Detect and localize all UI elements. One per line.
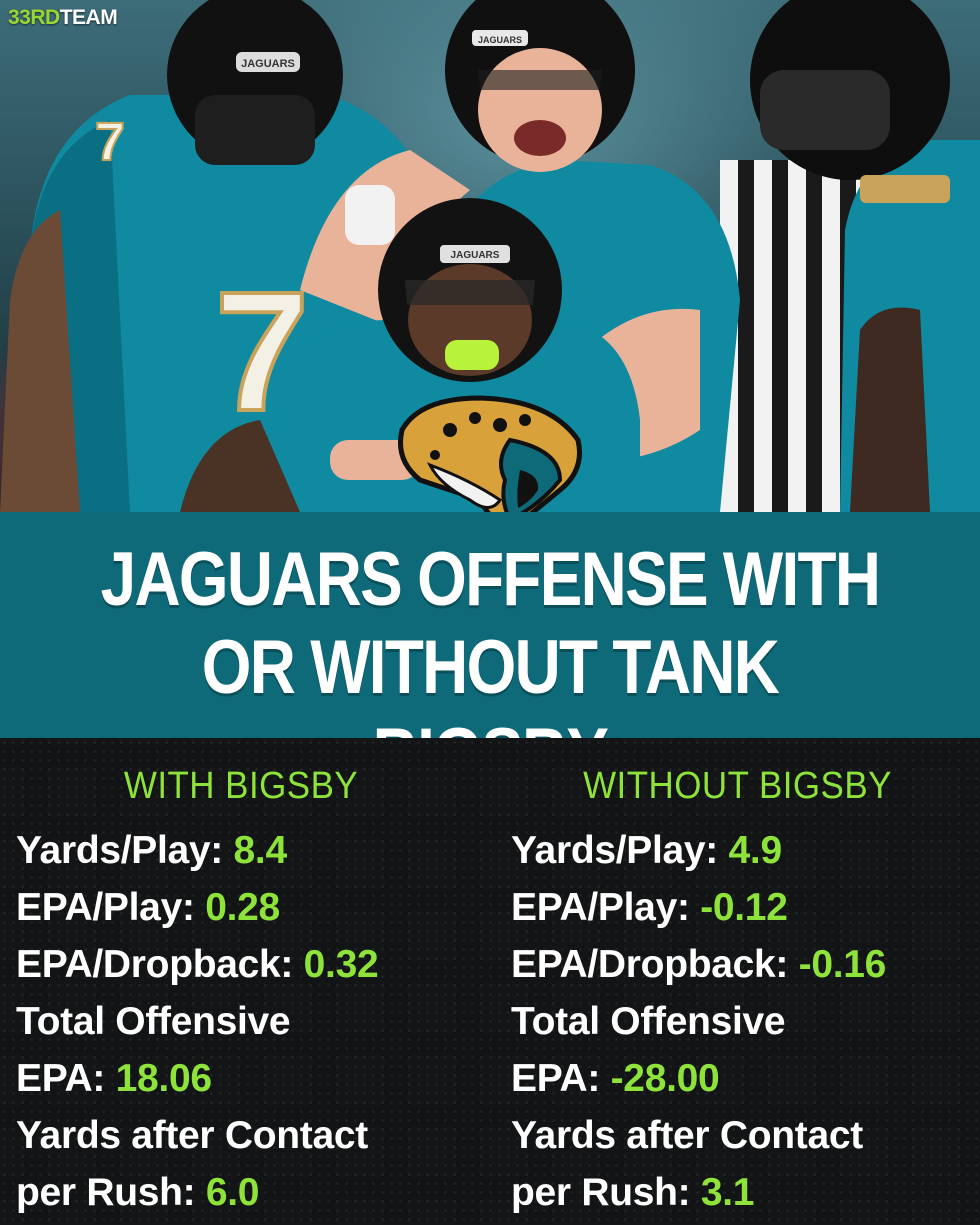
- player-right: [750, 0, 980, 512]
- stat-line: EPA/Dropback: -0.16: [511, 936, 886, 993]
- stat-label: per Rush:: [16, 1171, 206, 1214]
- stat-label: EPA/Dropback:: [16, 943, 304, 986]
- stat-line: per Rush: 3.1: [511, 1164, 886, 1221]
- stat-label: EPA:: [16, 1057, 116, 1100]
- jaguars-logo: [398, 395, 582, 512]
- stat-label: Yards after Contact: [16, 1114, 368, 1157]
- stat-line: EPA/Dropback: 0.32: [16, 936, 379, 993]
- stat-value: -0.12: [700, 886, 788, 929]
- stat-line: per Rush: 6.0: [16, 1164, 378, 1221]
- helmet-label-center: JAGUARS: [478, 35, 522, 45]
- stat-line: EPA/Play: 0.28: [16, 879, 378, 936]
- stat-value: 4.9: [728, 829, 783, 872]
- players-illustration: JAGUARS 7 7 JAGUARS: [0, 0, 980, 512]
- stat-line: Yards/Play: 4.9: [511, 822, 886, 879]
- stat-value: 6.0: [205, 1171, 260, 1214]
- stat-line: Total Offensive: [16, 993, 378, 1050]
- stat-value: -0.16: [798, 943, 887, 986]
- stat-label: Yards/Play:: [16, 829, 234, 872]
- stats-panel: WITH BIGSBY Yards/Play: 8.4 EPA/Play: 0.2…: [0, 738, 980, 1225]
- stat-value: 8.4: [233, 829, 288, 872]
- stat-label: Total Offensive: [511, 1000, 786, 1043]
- stat-value: -28.00: [610, 1057, 720, 1100]
- stat-label: EPA:: [511, 1057, 611, 1100]
- helmet-label-lower: JAGUARS: [451, 250, 500, 261]
- stat-line: Yards after Contact: [511, 1107, 886, 1164]
- helmet-label-left: JAGUARS: [241, 58, 295, 70]
- stat-value: 3.1: [700, 1171, 755, 1214]
- stat-label: EPA/Play:: [16, 886, 206, 929]
- title-line-1: JAGUARS OFFENSE WITH: [100, 537, 881, 622]
- with-bigsby-stats: Yards/Play: 8.4 EPA/Play: 0.28 EPA/Dropbac…: [16, 822, 379, 1221]
- stat-line: Total Offensive: [511, 993, 886, 1050]
- brand-prefix: 33RD: [8, 6, 60, 29]
- svg-text:7: 7: [95, 112, 125, 172]
- stat-label: Yards after Contact: [511, 1114, 863, 1157]
- stat-line: EPA/Play: -0.12: [511, 879, 886, 936]
- brand-logo: 33RDTEAM: [8, 6, 118, 30]
- with-bigsby-heading: WITH BIGSBY: [123, 765, 359, 807]
- hero-photo: JAGUARS 7 7 JAGUARS: [0, 0, 980, 512]
- brand-suffix: TEAM: [59, 6, 118, 29]
- stat-label: Yards/Play:: [511, 829, 729, 872]
- stat-label: Total Offensive: [16, 1000, 291, 1043]
- stat-line: Yards/Play: 8.4: [16, 822, 378, 879]
- stat-line: EPA: -28.00: [511, 1050, 886, 1107]
- title-band: JAGUARS OFFENSE WITH OR WITHOUT TANK BIG…: [0, 512, 980, 798]
- stat-label: per Rush:: [511, 1171, 701, 1214]
- stat-label: EPA/Play:: [511, 886, 701, 929]
- stat-value: 18.06: [115, 1057, 212, 1100]
- stat-label: EPA/Dropback:: [511, 943, 799, 986]
- without-bigsby-stats: Yards/Play: 4.9 EPA/Play: -0.12 EPA/Dropba…: [511, 822, 886, 1221]
- without-bigsby-heading: WITHOUT BIGSBY: [583, 765, 892, 807]
- stat-line: Yards after Contact: [16, 1107, 378, 1164]
- stat-value: 0.28: [205, 886, 280, 929]
- stat-line: EPA: 18.06: [16, 1050, 378, 1107]
- stat-value: 0.32: [303, 943, 379, 986]
